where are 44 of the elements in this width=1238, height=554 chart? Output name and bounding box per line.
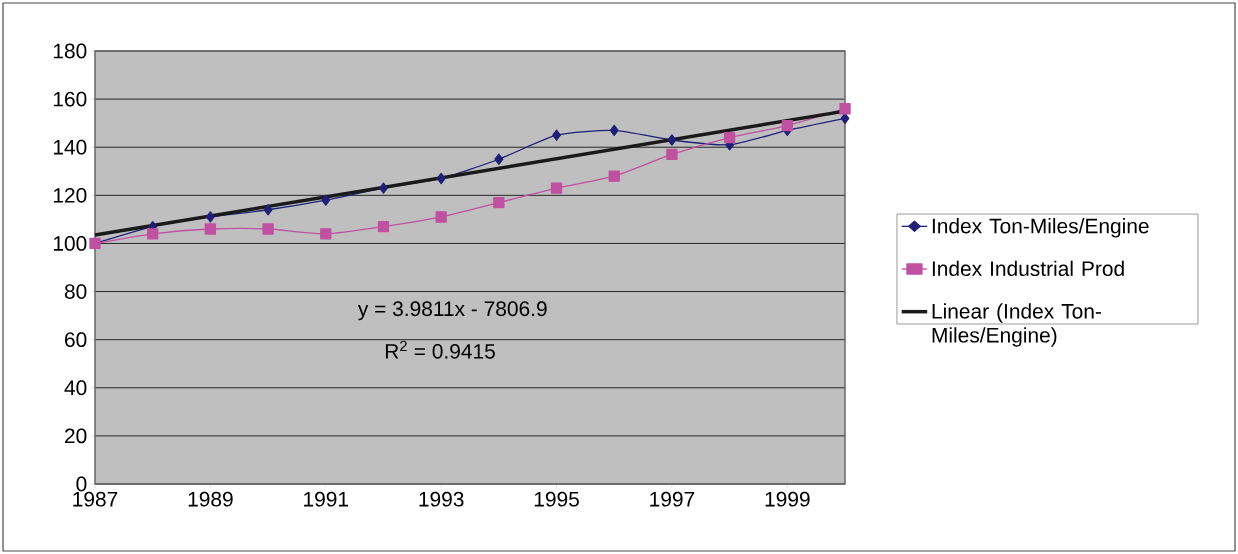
point — [321, 194, 331, 206]
annotation: R$^{2}$ = 0.9415 — [385, 340, 495, 359]
point — [550, 182, 563, 194]
point — [667, 134, 677, 146]
point — [435, 211, 447, 223]
legend-label: Linear (Index Ton-Miles/Engine) — [932, 303, 1101, 347]
x-tick-label: 1991 — [304, 491, 349, 507]
point — [552, 129, 561, 141]
point — [205, 211, 215, 223]
annotation: y = 3.9811x - 7806.9 — [357, 301, 547, 321]
point — [494, 153, 504, 165]
point — [666, 148, 678, 161]
point — [781, 119, 793, 132]
point — [320, 228, 332, 240]
point — [377, 220, 390, 233]
point — [493, 196, 505, 209]
point — [436, 172, 446, 185]
y-tick-label: 180 — [53, 43, 87, 59]
point — [723, 131, 736, 144]
y-tick-label: 100 — [53, 236, 87, 251]
x-tick-label: 1987 — [73, 491, 118, 507]
legend-label: Index Ton-Miles/Engine — [932, 218, 1149, 238]
point — [379, 182, 388, 194]
y-tick-label: 60 — [65, 332, 87, 348]
point — [839, 103, 851, 115]
y-tick-label: 140 — [53, 139, 87, 155]
point — [263, 204, 273, 216]
y-tick-label: 160 — [53, 91, 87, 107]
x-tick-label: 1993 — [419, 491, 464, 507]
y-tick-label: 120 — [53, 187, 87, 203]
y-tick-label: 20 — [65, 428, 87, 444]
point — [608, 170, 620, 182]
legend-label: Index Industrial Prod — [932, 260, 1124, 277]
point — [262, 223, 274, 235]
x-tick-label: 1997 — [650, 491, 695, 507]
y-tick-label: 80 — [64, 284, 87, 299]
x-tick-label: 1995 — [534, 491, 579, 507]
point — [204, 223, 217, 235]
x-tick-label: 1989 — [188, 491, 233, 507]
y-tick-label: 40 — [64, 380, 87, 396]
y-tick-label: 0 — [76, 476, 87, 492]
x-tick-label: 1999 — [765, 491, 810, 507]
point — [609, 124, 619, 137]
point — [147, 228, 159, 240]
